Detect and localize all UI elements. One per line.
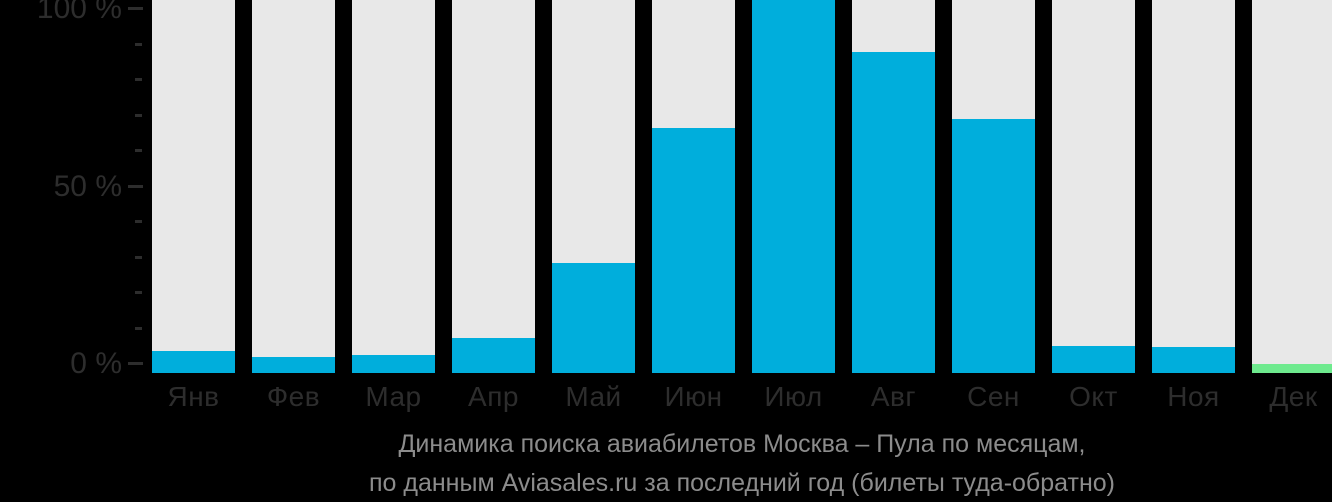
month-label: Мар (365, 381, 422, 412)
month-label: Фев (266, 381, 321, 412)
month-label: Янв (167, 381, 220, 412)
bar-track (452, 0, 535, 373)
month-label: Май (565, 381, 622, 412)
y-axis-label: 0 % (70, 347, 122, 380)
bar-fill (552, 263, 635, 373)
bar-track (952, 0, 1035, 373)
month-label: Дек (1269, 381, 1318, 412)
bar-track (552, 0, 635, 373)
y-axis-major-tick (128, 362, 143, 365)
bar-fill (152, 351, 235, 373)
caption-line-2: по данным Aviasales.ru за последний год … (369, 469, 1115, 497)
bar-track (352, 0, 435, 373)
month-label: Окт (1069, 381, 1118, 412)
bar-fill (352, 355, 435, 373)
bar-track (652, 0, 735, 373)
caption-line-1: Динамика поиска авиабилетов Москва – Пул… (398, 430, 1086, 458)
bar-fill (452, 338, 535, 373)
y-axis-major-tick (128, 7, 143, 10)
bar-fill (1052, 346, 1135, 373)
bar-fill (1252, 364, 1332, 373)
month-label: Июл (764, 381, 823, 412)
y-axis-minor-tick (135, 114, 142, 117)
y-axis-minor-tick (135, 149, 142, 152)
y-axis-minor-tick (135, 327, 142, 330)
bar-track (752, 0, 835, 373)
bar-track (152, 0, 235, 373)
chart-caption: Динамика поиска авиабилетов Москва – Пул… (152, 431, 1332, 502)
y-axis-label: 50 % (53, 170, 122, 203)
bar-fill (252, 357, 335, 373)
bar-fill (652, 128, 735, 373)
month-label: Июн (664, 381, 723, 412)
month-label: Ноя (1167, 381, 1220, 412)
month-label: Авг (870, 381, 917, 412)
y-axis-minor-tick (135, 78, 142, 81)
bar-fill (852, 52, 935, 373)
bar-fill (1152, 347, 1235, 373)
y-axis-label: 100 % (36, 0, 122, 25)
month-label: Апр (468, 381, 519, 412)
bar-track (1252, 0, 1332, 373)
bar-track (252, 0, 335, 373)
bar-track (1052, 0, 1135, 373)
y-axis-minor-tick (135, 43, 142, 46)
y-axis-major-tick (128, 185, 143, 188)
y-axis-minor-tick (135, 256, 142, 259)
y-axis-minor-tick (135, 220, 142, 223)
month-label: Сен (967, 381, 1020, 412)
y-axis-minor-tick (135, 291, 142, 294)
bar-track (852, 0, 935, 373)
bar-fill (952, 119, 1035, 373)
bar-fill (752, 0, 835, 373)
bar-track (1152, 0, 1235, 373)
